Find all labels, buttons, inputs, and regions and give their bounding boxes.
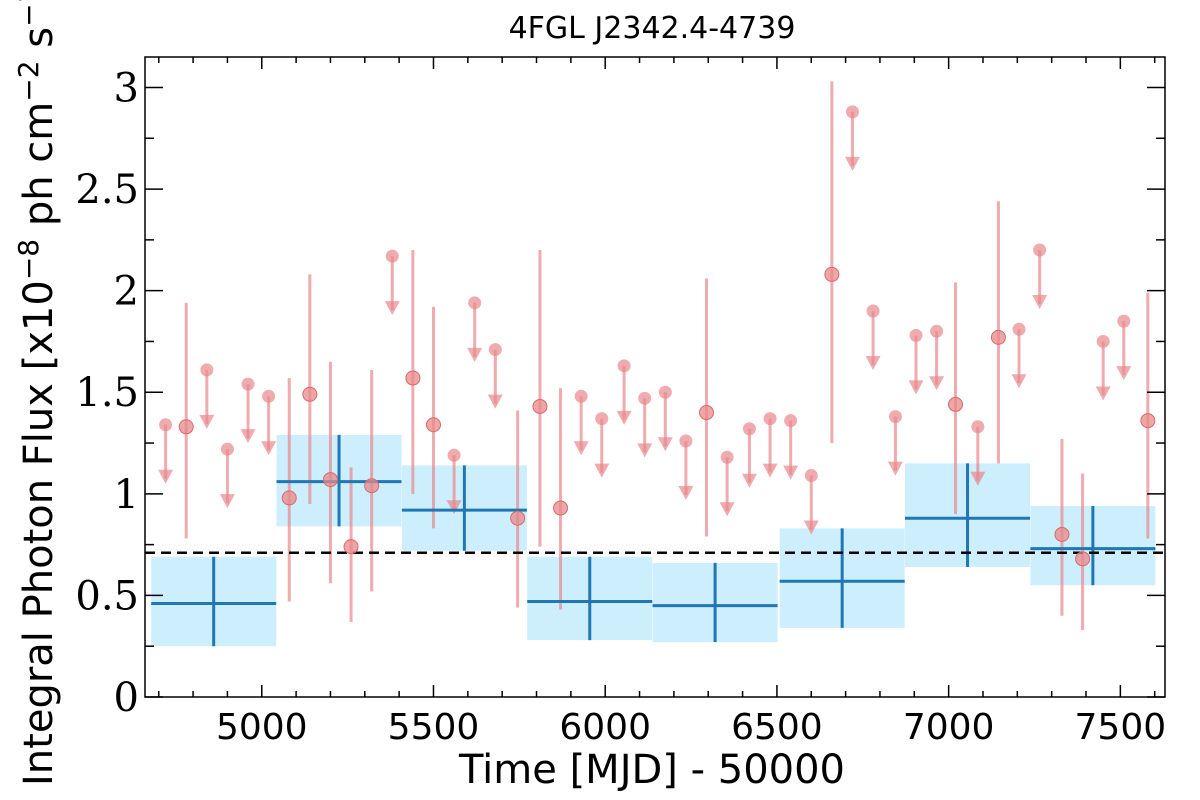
upper-limit-arrowhead: [865, 355, 881, 370]
x-tick-label: 5000: [216, 707, 308, 748]
upper-limit-arrowhead: [637, 443, 653, 458]
upper-limit-arrowhead: [594, 463, 610, 478]
detection-point: [405, 370, 421, 386]
detection-point: [824, 266, 840, 282]
y-tick-label: 1: [114, 472, 139, 518]
upper-limit-marker: [385, 249, 399, 263]
upper-limit-arrowhead: [199, 414, 215, 429]
upper-limit-marker: [200, 363, 214, 377]
upper-limit-arrowhead: [240, 429, 256, 444]
upper-limit-arrowhead: [1116, 366, 1132, 381]
plot-border: [144, 56, 1166, 698]
upper-limit-marker: [262, 389, 276, 403]
upper-limit-marker: [909, 328, 923, 342]
upper-limit-marker: [638, 391, 652, 405]
upper-limit-arrowhead: [446, 500, 462, 515]
upper-limit-arrowhead: [487, 394, 503, 409]
upper-limit-marker: [720, 450, 734, 464]
upper-limit-marker: [595, 412, 609, 426]
axes-frame: 5000 5500 6000 6500 7000 7500 0 0.5 1 1.5 2 2.5 3: [75, 56, 1167, 748]
x-tick-label: 5500: [388, 707, 480, 748]
upper-limit-marker: [447, 448, 461, 462]
upper-limit-marker: [1117, 314, 1131, 328]
upper-limit-marker: [804, 469, 818, 483]
upper-limit-arrowhead: [719, 502, 735, 517]
y-tick-label: 3: [114, 65, 139, 111]
upper-limit-arrowhead: [803, 520, 819, 535]
detection-point: [322, 472, 338, 488]
detection-point: [1140, 413, 1156, 429]
detection-point: [699, 405, 715, 421]
upper-limit-arrowhead: [678, 486, 694, 500]
upper-limit-arrowhead: [657, 437, 673, 452]
x-tick-label: 7500: [1075, 707, 1167, 748]
detection-point: [990, 329, 1006, 345]
upper-limit-arrowhead: [1032, 295, 1048, 310]
detection-point: [1075, 551, 1091, 567]
upper-limit-arrowhead: [783, 465, 799, 480]
upper-limit-marker: [888, 410, 902, 424]
upper-limit-marker: [617, 359, 631, 373]
detection-point: [553, 500, 569, 516]
upper-limit-marker: [658, 385, 672, 399]
upper-limit-arrowhead: [1095, 386, 1111, 401]
x-tick-label: 6500: [731, 707, 823, 748]
chart-title: 4FGL J2342.4-4739: [509, 11, 796, 46]
y-axis-label: Integral Photon Flux [x10−8 ph cm−2 s−1]: [12, 0, 62, 786]
upper-limit-marker: [1033, 243, 1047, 257]
detection-point: [425, 417, 441, 433]
upper-limit-arrowhead: [384, 301, 400, 316]
upper-limit-marker: [866, 304, 880, 318]
detection-point: [364, 478, 380, 494]
x-tick-label: 6000: [559, 707, 651, 748]
detection-point: [510, 510, 526, 526]
upper-limit-arrowhead: [970, 471, 986, 486]
detection-point: [532, 398, 548, 414]
upper-limit-marker: [574, 389, 588, 403]
upper-limit-arrowhead: [616, 410, 632, 425]
upper-limit-marker: [679, 434, 693, 448]
upper-limit-marker: [220, 442, 234, 456]
x-axis-label: Time [MJD] - 50000: [458, 747, 845, 793]
upper-limit-arrowhead: [573, 441, 589, 456]
upper-limit-marker: [159, 418, 173, 432]
upper-limit-marker: [742, 422, 756, 436]
upper-limit-arrowhead: [219, 494, 235, 509]
upper-limit-marker: [1012, 322, 1026, 336]
upper-limit-arrowhead: [929, 376, 945, 391]
upper-limit-marker: [784, 414, 798, 428]
upper-limit-marker: [468, 296, 482, 310]
upper-limit-arrowhead: [261, 441, 277, 456]
upper-limit-arrowhead: [908, 380, 924, 395]
y-tick-label: 1.5: [75, 370, 139, 416]
upper-limit-arrowhead: [158, 469, 174, 484]
detection-point: [1054, 526, 1070, 542]
y-tick-label: 0: [114, 675, 139, 721]
upper-limit-marker: [971, 420, 985, 434]
upper-limit-marker: [845, 105, 859, 119]
detection-point: [281, 490, 297, 506]
detection-point: [302, 386, 318, 402]
upper-limit-arrowhead: [1011, 374, 1027, 389]
y-tick-label: 2: [114, 269, 139, 315]
upper-limit-arrowhead: [762, 463, 778, 478]
y-tick-label: 2.5: [75, 167, 139, 213]
upper-limit-marker: [1096, 334, 1110, 348]
detection-point: [948, 396, 964, 412]
detection-point: [343, 539, 359, 555]
upper-limit-marker: [241, 377, 255, 391]
y-tick-label: 0.5: [75, 573, 139, 619]
x-tick-label: 7000: [903, 707, 995, 748]
plot-layer: [145, 81, 1165, 647]
upper-limit-marker: [930, 324, 944, 338]
upper-limit-marker: [488, 343, 502, 357]
upper-limit-arrowhead: [741, 473, 757, 488]
detection-point: [178, 419, 194, 435]
upper-limit-arrowhead: [844, 156, 860, 171]
upper-limit-marker: [763, 412, 777, 426]
upper-limit-arrowhead: [467, 347, 483, 362]
upper-limit-arrowhead: [887, 461, 903, 476]
